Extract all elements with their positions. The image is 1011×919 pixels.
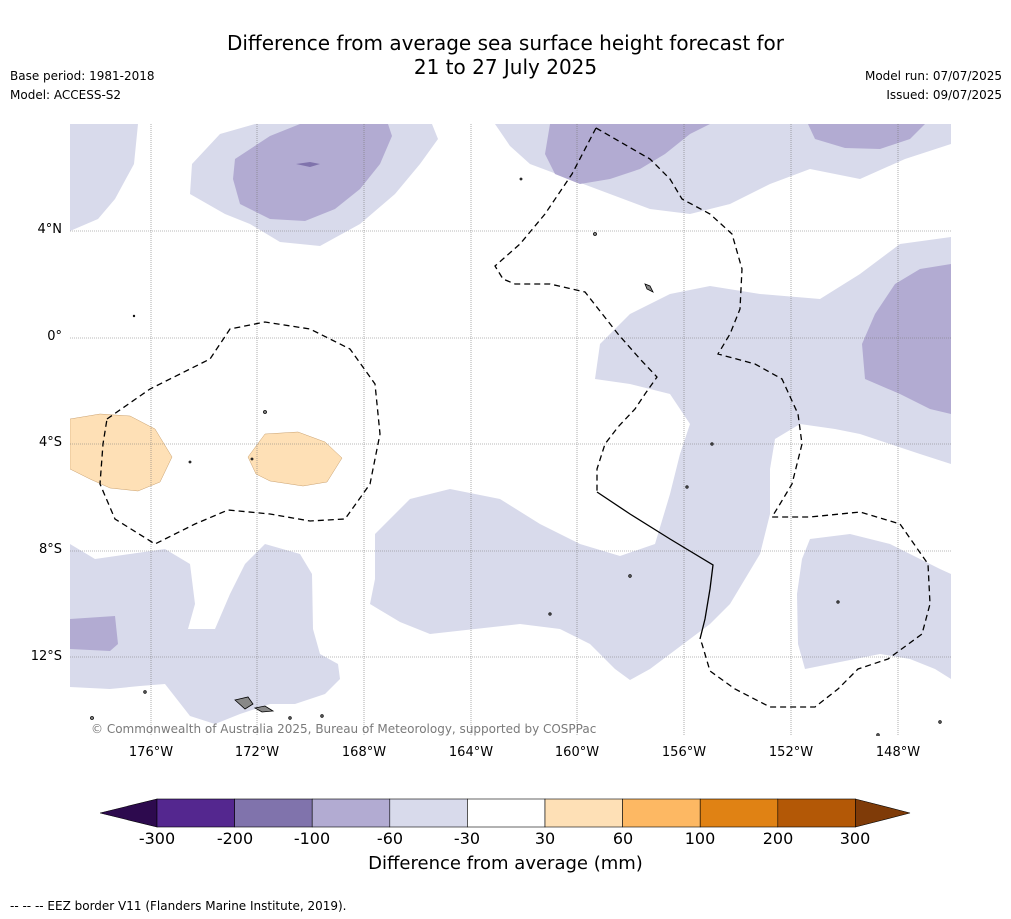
anomaly-light-orange-regions — [70, 413, 343, 492]
map-title: Difference from average sea surface heig… — [0, 31, 1011, 79]
colorbar-tick: 100 — [684, 829, 716, 848]
colorbar-bin-6 — [544, 798, 623, 828]
title-line-2: 21 to 27 July 2025 — [413, 55, 598, 79]
lon-label-168w: 168°W — [341, 745, 387, 760]
maritime-boundary — [596, 491, 714, 640]
islands — [90, 177, 942, 736]
model-name: Model: ACCESS-S2 — [10, 88, 122, 102]
lat-label-12s: 12°S — [30, 649, 62, 664]
colorbar-bin-5 — [467, 798, 546, 828]
meta-left: Base period: 1981-2018 Model: ACCESS-S2 — [10, 67, 155, 105]
footnote: -- -- -- EEZ border V11 (Flanders Marine… — [10, 899, 347, 913]
colorbar-tick: -300 — [138, 829, 176, 848]
colorbar-tick: 300 — [839, 829, 871, 848]
colorbar-tick: -100 — [293, 829, 331, 848]
meta-right: Model run: 07/07/2025 Issued: 09/07/2025 — [865, 67, 1002, 105]
colorbar-tick: 200 — [762, 829, 794, 848]
anomaly-light-purple-regions — [70, 124, 951, 724]
lon-label-156w: 156°W — [661, 745, 707, 760]
colorbar-bin-9 — [777, 798, 856, 828]
base-period: Base period: 1981-2018 — [10, 69, 155, 83]
colorbar-bin-1 — [156, 798, 235, 828]
graticule — [70, 124, 951, 736]
lon-label-160w: 160°W — [554, 745, 600, 760]
colorbar-bin-4 — [389, 798, 468, 828]
lat-label-4n: 4°N — [37, 222, 63, 237]
lon-label-172w: 172°W — [234, 745, 280, 760]
model-run: Model run: 07/07/2025 — [864, 69, 1002, 83]
colorbar-label: Difference from average (mm) — [368, 853, 643, 874]
map-canvas — [70, 124, 951, 736]
copyright-notice: © Commonwealth of Australia 2025, Bureau… — [91, 722, 597, 736]
lon-label-176w: 176°W — [128, 745, 174, 760]
lon-label-152w: 152°W — [768, 745, 814, 760]
lon-label-148w: 148°W — [875, 745, 921, 760]
lat-label-4s: 4°S — [38, 435, 62, 450]
colorbar-tick: 30 — [534, 829, 556, 848]
lat-label-8s: 8°S — [38, 542, 62, 557]
issued-date: Issued: 09/07/2025 — [886, 88, 1002, 102]
colorbar-bin-8 — [699, 798, 779, 828]
map-panel: © Commonwealth of Australia 2025, Bureau… — [70, 124, 951, 736]
eez-borders — [99, 127, 931, 708]
anomaly-mid-purple-regions — [70, 124, 951, 651]
colorbar-bin-2 — [234, 798, 313, 828]
anomaly-dark-purple-spot — [296, 162, 320, 167]
colorbar-extend-high — [855, 798, 911, 828]
title-line-1: Difference from average sea surface heig… — [226, 31, 785, 55]
colorbar-bin-3 — [311, 798, 391, 828]
colorbar-tick: -60 — [376, 829, 404, 848]
lon-label-164w: 164°W — [448, 745, 494, 760]
lat-label-0: 0° — [47, 329, 62, 344]
colorbar — [100, 798, 911, 828]
colorbar-bin-7 — [622, 798, 701, 828]
colorbar-tick: 60 — [612, 829, 634, 848]
colorbar-extend-low — [100, 798, 158, 828]
colorbar-tick: -30 — [453, 829, 481, 848]
colorbar-tick: -200 — [216, 829, 254, 848]
